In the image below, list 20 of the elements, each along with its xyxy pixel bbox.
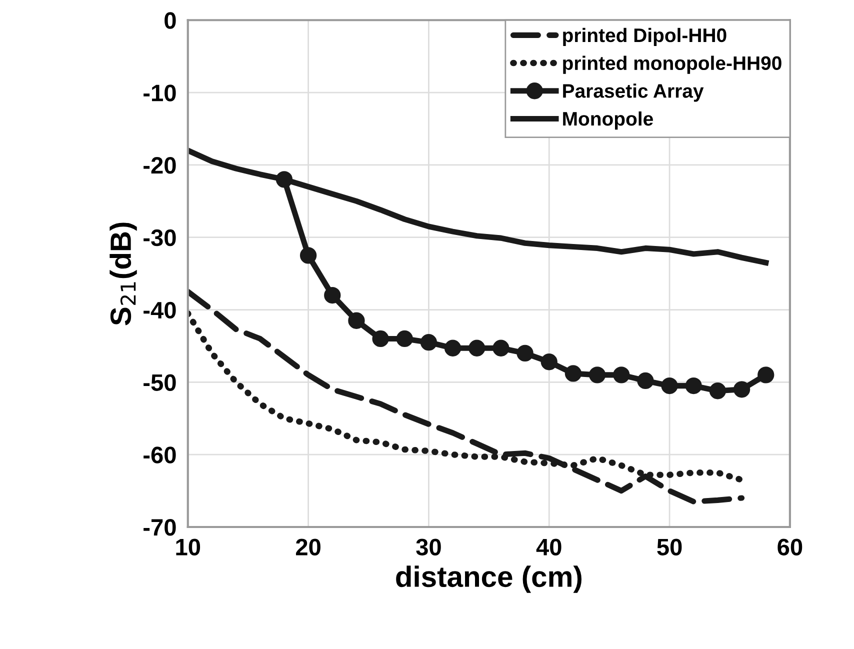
y-tick-label: -30 [144, 229, 176, 246]
legend-label: printed Dipol-HH0 [563, 28, 726, 46]
x-tick-label: 50 [657, 538, 682, 556]
x-tick-label: 40 [536, 538, 562, 556]
legend-label: Monopole [563, 111, 653, 130]
x-axis-title: distance (cm) [396, 566, 582, 593]
x-tick-label: 60 [778, 538, 802, 556]
y-tick-label: -10 [144, 84, 176, 102]
x-tick-label: 20 [296, 538, 320, 556]
legend-label: printed monopole-HH90 [563, 56, 782, 74]
y-tick-label: -50 [144, 374, 176, 391]
y-axis-title: S$_{21}$(dB) [110, 222, 137, 326]
y-tick-label: 0 [164, 12, 176, 29]
y-tick-label: -60 [144, 446, 176, 464]
y-tick-label: -70 [144, 519, 176, 536]
legend-label: Parasetic Array [563, 84, 704, 102]
x-tick-label: 30 [416, 538, 441, 556]
x-tick-label: 10 [176, 538, 200, 556]
y-tick-label: -20 [144, 157, 176, 174]
y-tick-label: -40 [144, 302, 176, 319]
